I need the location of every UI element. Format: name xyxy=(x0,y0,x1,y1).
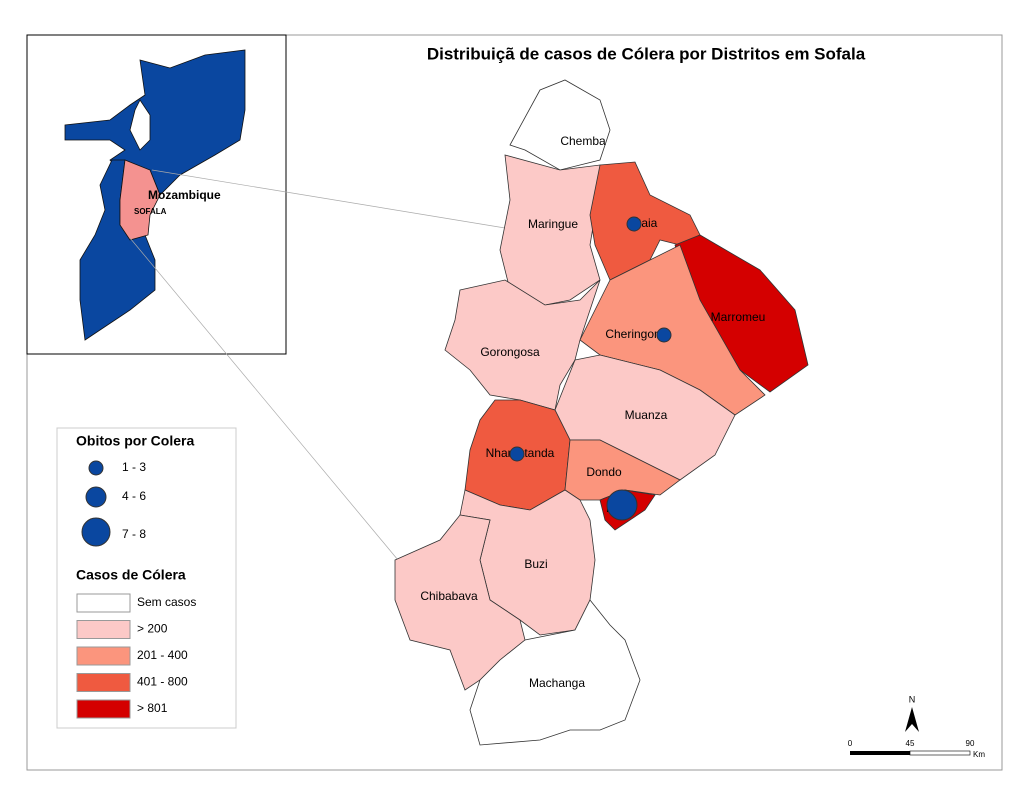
district xyxy=(444,279,601,411)
frame xyxy=(26,34,1003,771)
legend-label: 4 - 6 xyxy=(122,489,146,503)
district-label: Chemba xyxy=(560,134,606,148)
legend-swatch xyxy=(76,593,131,613)
scale-bar: 0 45 90 Km xyxy=(848,739,986,759)
sofala-inset xyxy=(119,159,161,241)
legend-label: 401 - 800 xyxy=(137,675,188,689)
district-label: Chibabava xyxy=(420,589,478,603)
district xyxy=(509,79,611,171)
connector xyxy=(151,169,506,229)
legend-swatch xyxy=(76,620,131,639)
legend-swatch xyxy=(76,646,131,666)
death-bubbles xyxy=(509,216,672,521)
inset-province: SOFALA xyxy=(134,207,167,216)
legend-title: Obitos por Colera xyxy=(76,433,194,449)
legend-bubble xyxy=(85,486,107,508)
legend-label: > 200 xyxy=(137,622,168,636)
legend-label: Sem casos xyxy=(137,595,196,609)
legend-bubbles xyxy=(81,460,111,547)
scale-label: 90 xyxy=(966,739,975,748)
legend-label: 7 - 8 xyxy=(122,527,146,541)
bubble xyxy=(509,446,525,462)
district xyxy=(589,161,701,281)
district-label: Marromeu xyxy=(711,310,766,324)
bubble xyxy=(656,327,672,343)
connector xyxy=(129,237,399,561)
scale-unit: Km xyxy=(973,750,985,759)
bubble xyxy=(606,489,638,521)
district-label: Buzi xyxy=(524,557,547,571)
legend-title: Casos de Cólera xyxy=(76,567,186,583)
district xyxy=(579,244,766,416)
district-label: Cheringoma xyxy=(605,327,671,341)
district-label: Muanza xyxy=(625,408,668,422)
map-title: Distribuiçã de casos de Cólera por Distr… xyxy=(427,44,866,63)
legend-swatch xyxy=(76,673,131,692)
legend-bubble xyxy=(81,517,111,547)
scale-label: 0 xyxy=(848,739,853,748)
district-label: Machanga xyxy=(529,676,585,690)
district-label: Gorongosa xyxy=(480,345,540,359)
lake xyxy=(129,99,151,151)
district-label: Maringue xyxy=(528,217,578,231)
scale-segment xyxy=(909,750,971,756)
north-arrow xyxy=(905,707,919,732)
legend-label: > 801 xyxy=(137,701,168,715)
legend-label: 1 - 3 xyxy=(122,460,146,474)
bubble xyxy=(626,216,642,232)
inset-country: Mozambique xyxy=(148,188,221,202)
legend: 1 - 3 4 - 6 7 - 8 Sem casos > 200 201 - 400 40… xyxy=(76,460,196,719)
scale-label: 45 xyxy=(906,739,915,748)
district xyxy=(469,599,641,746)
inset-map xyxy=(64,49,246,341)
north-label: N xyxy=(909,694,916,704)
legend-label: 201 - 400 xyxy=(137,648,188,662)
legend-bubble xyxy=(88,460,104,476)
legend-swatch xyxy=(76,699,131,719)
district-label: Dondo xyxy=(586,465,622,479)
scale-segment xyxy=(850,751,910,755)
